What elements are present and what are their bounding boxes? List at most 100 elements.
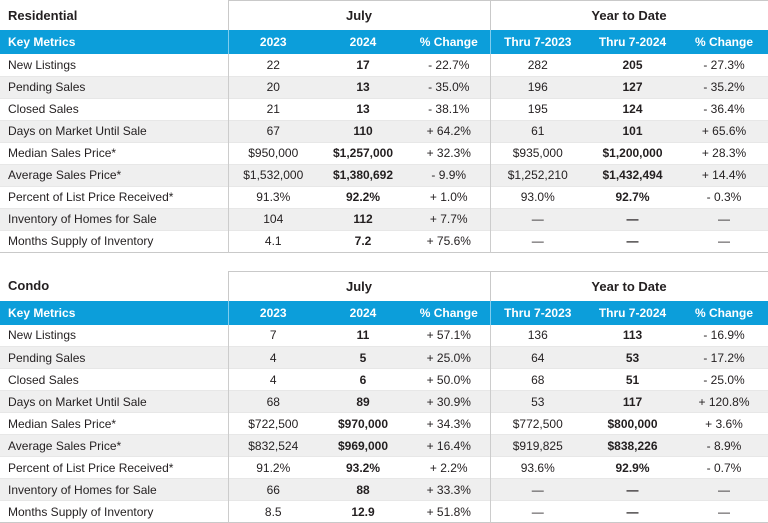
section-title: Residential [0,1,228,31]
metric-value-m2024: 92.2% [318,186,408,208]
metric-value-mchange: + 7.7% [408,208,490,230]
metric-value-m2023: 7 [228,325,318,347]
table-row: Median Sales Price*$722,500$970,000+ 34.… [0,413,768,435]
metric-value-m2024: 93.2% [318,457,408,479]
metric-value-mchange: - 38.1% [408,98,490,120]
metric-value-m2024: 12.9 [318,501,408,523]
metric-value-y2023: — [490,208,585,230]
residential-table-header: Residential July Year to Date Key Metric… [0,1,768,55]
metric-value-m2024: 89 [318,391,408,413]
metric-value-m2023: $950,000 [228,142,318,164]
metric-value-m2023: $832,524 [228,435,318,457]
metric-value-m2023: 67 [228,120,318,142]
metric-value-mchange: + 33.3% [408,479,490,501]
metric-value-y2024: 92.9% [585,457,680,479]
metric-value-y2024: $1,200,000 [585,142,680,164]
col-header-thru-2023: Thru 7-2023 [490,301,585,325]
metric-label: New Listings [0,54,228,76]
metric-value-y2023: 68 [490,369,585,391]
metric-value-m2024: 17 [318,54,408,76]
metric-value-ychange: - 16.9% [680,325,768,347]
metric-value-mchange: + 25.0% [408,347,490,369]
metric-value-m2023: 4.1 [228,230,318,252]
metric-value-m2023: 104 [228,208,318,230]
metric-label: Pending Sales [0,76,228,98]
metric-value-ychange: — [680,208,768,230]
metric-value-ychange: — [680,479,768,501]
metric-value-y2024: 51 [585,369,680,391]
section-title: Condo [0,271,228,301]
col-header-pct-change: % Change [408,301,490,325]
col-header-thru-2024: Thru 7-2024 [585,301,680,325]
col-header-2023: 2023 [228,30,318,54]
col-header-pct-change: % Change [408,30,490,54]
metric-value-ychange: - 0.7% [680,457,768,479]
metric-label: Days on Market Until Sale [0,120,228,142]
metric-label: Average Sales Price* [0,164,228,186]
metric-value-y2023: 282 [490,54,585,76]
metric-value-ychange: - 0.3% [680,186,768,208]
metric-label: Months Supply of Inventory [0,230,228,252]
metric-value-mchange: + 75.6% [408,230,490,252]
metric-value-m2023: 91.3% [228,186,318,208]
metric-label: Closed Sales [0,369,228,391]
col-header-2024: 2024 [318,301,408,325]
metric-label: Days on Market Until Sale [0,391,228,413]
metric-value-y2024: 53 [585,347,680,369]
col-header-2024: 2024 [318,30,408,54]
metric-value-ychange: - 8.9% [680,435,768,457]
condo-metrics-table: Condo July Year to Date Key Metrics 2023… [0,271,768,523]
metric-label: Closed Sales [0,98,228,120]
metric-value-m2024: 88 [318,479,408,501]
metric-value-mchange: + 32.3% [408,142,490,164]
metric-value-y2023: $919,825 [490,435,585,457]
metric-value-y2023: — [490,230,585,252]
metric-value-m2024: 5 [318,347,408,369]
metric-value-y2023: 195 [490,98,585,120]
col-header-thru-2023: Thru 7-2023 [490,30,585,54]
metric-value-mchange: + 57.1% [408,325,490,347]
table-row: Percent of List Price Received*91.3%92.2… [0,186,768,208]
metric-value-m2024: 13 [318,98,408,120]
metric-value-y2023: $935,000 [490,142,585,164]
condo-table-header: Condo July Year to Date Key Metrics 2023… [0,271,768,325]
col-header-ytd-pct-change: % Change [680,301,768,325]
metric-value-m2023: 91.2% [228,457,318,479]
metric-value-y2024: $838,226 [585,435,680,457]
metric-value-ychange: - 35.2% [680,76,768,98]
metric-value-ychange: - 25.0% [680,369,768,391]
table-row: Average Sales Price*$1,532,000$1,380,692… [0,164,768,186]
metric-value-ychange: + 14.4% [680,164,768,186]
metric-value-ychange: + 28.3% [680,142,768,164]
column-header-row: Key Metrics 2023 2024 % Change Thru 7-20… [0,30,768,54]
ytd-group-header: Year to Date [490,1,768,31]
metric-value-m2023: 68 [228,391,318,413]
metric-value-y2024: — [585,208,680,230]
metric-value-ychange: — [680,230,768,252]
metric-label: Average Sales Price* [0,435,228,457]
metric-value-mchange: + 2.2% [408,457,490,479]
metric-value-y2024: 117 [585,391,680,413]
metric-label: Percent of List Price Received* [0,186,228,208]
metric-value-mchange: + 50.0% [408,369,490,391]
residential-metrics-table: Residential July Year to Date Key Metric… [0,0,768,253]
metric-value-m2023: 4 [228,369,318,391]
metric-label: Inventory of Homes for Sale [0,479,228,501]
metric-value-m2023: 20 [228,76,318,98]
metric-value-y2023: — [490,479,585,501]
metric-label: Median Sales Price* [0,142,228,164]
metric-value-ychange: - 36.4% [680,98,768,120]
metric-value-y2023: — [490,501,585,523]
metric-value-y2024: 113 [585,325,680,347]
